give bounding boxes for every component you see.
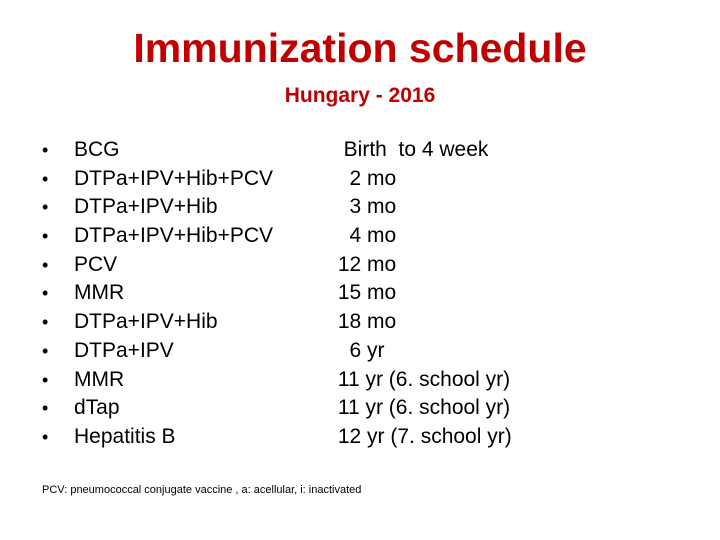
vaccine-age: 12 yr (7. school yr) <box>332 424 512 448</box>
vaccine-age: Birth to 4 week <box>332 138 489 161</box>
vaccine-name: DTPa+IPV+Hib <box>74 310 218 334</box>
schedule-row: • MMR 15 mo <box>42 279 702 308</box>
vaccine-name: dTap <box>74 396 120 420</box>
vaccine-age: 18 mo <box>332 310 397 334</box>
bullet-icon: • <box>42 426 49 447</box>
bullet-icon: • <box>42 226 49 247</box>
vaccine-name: MMR <box>74 367 125 391</box>
vaccine-name: DTPa+IPV+Hib+PCV <box>74 224 274 248</box>
bullet-icon: • <box>42 283 49 304</box>
bullet-icon: • <box>42 369 49 390</box>
schedule-row: • DTPa+IPV 6 yr <box>42 337 702 366</box>
schedule-row: • MMR 11 yr (6. school yr) <box>42 366 702 395</box>
schedule-row: • Hepatitis B 12 yr (7. school yr) <box>42 423 702 452</box>
vaccine-name: DTPa+IPV+Hib+PCV <box>74 166 274 190</box>
schedule-list: • BCG Birth to 4 week • DTPa+IPV+Hib+PCV… <box>42 136 702 452</box>
vaccine-name: MMR <box>74 281 125 305</box>
bullet-icon: • <box>42 340 49 361</box>
vaccine-age: 11 yr (6. school yr) <box>332 396 511 420</box>
slide-title: Immunization schedule <box>133 25 587 71</box>
vaccine-age: 11 yr (6. school yr) <box>332 367 511 391</box>
schedule-row: • BCG Birth to 4 week <box>42 136 702 165</box>
schedule-row: • DTPa+IPV+Hib+PCV 2 mo <box>42 165 702 194</box>
bullet-icon: • <box>42 140 49 160</box>
vaccine-age: 2 mo <box>332 166 397 190</box>
bullet-icon: • <box>42 312 49 333</box>
schedule-row: • DTPa+IPV+Hib+PCV 4 mo <box>42 222 702 251</box>
vaccine-name: DTPa+IPV+Hib <box>74 195 218 219</box>
bullet-icon: • <box>42 168 49 189</box>
vaccine-name: DTPa+IPV <box>74 338 174 362</box>
schedule-row: • PCV 12 mo <box>42 251 702 280</box>
schedule-row: • DTPa+IPV+Hib 18 mo <box>42 308 702 337</box>
vaccine-name: BCG <box>74 138 120 161</box>
vaccine-name: Hepatitis B <box>74 424 176 448</box>
schedule-row: • dTap 11 yr (6. school yr) <box>42 394 702 423</box>
bullet-icon: • <box>42 398 49 419</box>
vaccine-age: 6 yr <box>332 338 385 362</box>
vaccine-age: 4 mo <box>332 224 397 248</box>
vaccine-age: 3 mo <box>332 195 397 219</box>
slide-subtitle: Hungary - 2016 <box>284 84 436 107</box>
vaccine-age: 15 mo <box>332 281 397 305</box>
schedule-row: • DTPa+IPV+Hib 3 mo <box>42 193 702 222</box>
bullet-icon: • <box>42 254 49 275</box>
vaccine-name: PCV <box>74 252 118 276</box>
vaccine-age: 12 mo <box>332 252 397 276</box>
footnote: PCV: pneumococcal conjugate vaccine , a:… <box>42 484 362 496</box>
bullet-icon: • <box>42 197 49 218</box>
